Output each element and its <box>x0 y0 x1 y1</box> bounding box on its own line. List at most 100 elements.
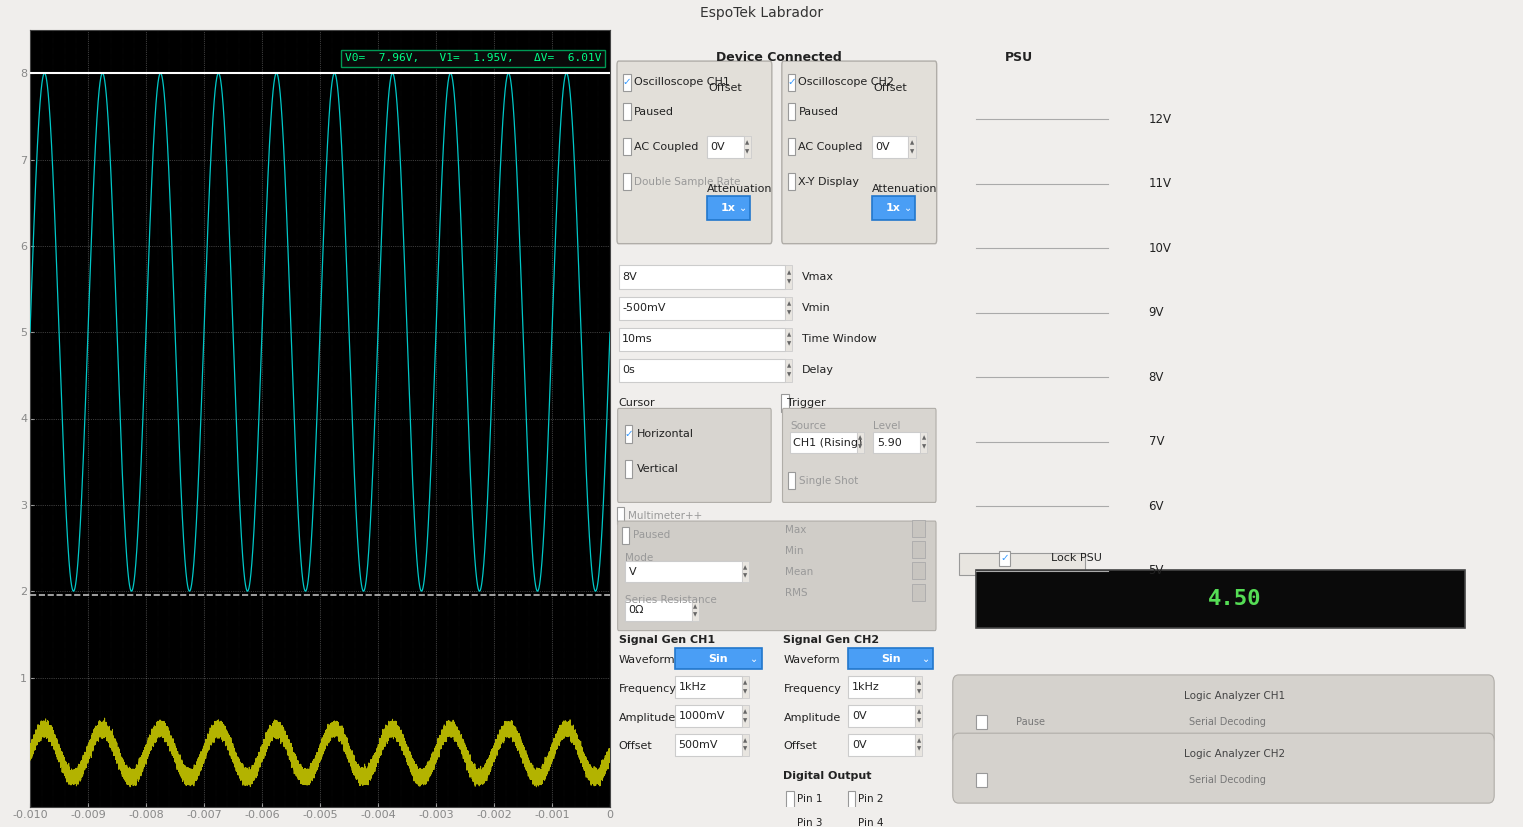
Text: ▲: ▲ <box>917 710 921 715</box>
Text: ▼: ▼ <box>743 689 748 694</box>
Text: Offset: Offset <box>618 741 652 752</box>
Bar <box>912 584 924 601</box>
Text: 1x: 1x <box>720 203 736 213</box>
Bar <box>915 734 923 756</box>
Bar <box>618 265 786 289</box>
Text: 11V: 11V <box>1148 177 1171 190</box>
Text: ▲: ▲ <box>743 710 748 715</box>
Text: Level: Level <box>873 421 902 431</box>
Text: Sin: Sin <box>882 653 900 663</box>
Text: Waveform: Waveform <box>783 655 841 665</box>
Bar <box>915 676 923 698</box>
Text: 1kHz: 1kHz <box>679 682 707 692</box>
Bar <box>786 327 792 351</box>
Text: Paused: Paused <box>634 530 670 540</box>
Text: Pin 1: Pin 1 <box>797 794 822 804</box>
Bar <box>618 359 786 382</box>
Text: Multimeter++: Multimeter++ <box>627 510 702 521</box>
Text: ▼: ▼ <box>917 689 921 694</box>
Text: ✓: ✓ <box>623 77 632 87</box>
Text: Source: Source <box>790 421 825 431</box>
Bar <box>912 520 924 538</box>
Bar <box>623 74 631 91</box>
Text: 8V: 8V <box>1148 370 1164 384</box>
Bar <box>675 648 762 670</box>
Text: Attenuation: Attenuation <box>871 184 937 194</box>
Text: Mean: Mean <box>786 566 813 576</box>
Bar <box>848 734 915 756</box>
Bar <box>976 715 987 729</box>
Bar <box>742 676 749 698</box>
Bar <box>618 327 786 351</box>
Bar <box>786 359 792 382</box>
Text: ▲: ▲ <box>921 436 926 441</box>
Bar <box>623 173 631 190</box>
Bar <box>742 562 749 581</box>
Text: ⌄: ⌄ <box>903 203 912 213</box>
Text: Pin 2: Pin 2 <box>859 794 883 804</box>
Text: Single Shot: Single Shot <box>800 476 859 485</box>
Bar <box>912 562 924 580</box>
Bar <box>786 814 793 827</box>
Text: Pause: Pause <box>1016 716 1045 727</box>
Text: ▼: ▼ <box>917 747 921 752</box>
Text: Cursor: Cursor <box>618 398 655 408</box>
Text: ✓: ✓ <box>1001 553 1008 563</box>
Bar <box>848 814 856 827</box>
Text: 0s: 0s <box>621 366 635 375</box>
Text: Amplitude: Amplitude <box>783 713 841 723</box>
Bar <box>626 562 742 581</box>
Text: ▲: ▲ <box>745 141 749 146</box>
Text: ▼: ▼ <box>745 149 749 154</box>
Text: 10V: 10V <box>1148 241 1171 255</box>
Text: ▲: ▲ <box>693 604 698 609</box>
Text: Trigger: Trigger <box>787 398 825 408</box>
Text: Offset: Offset <box>708 84 742 93</box>
Text: Paused: Paused <box>798 107 839 117</box>
Text: ✓: ✓ <box>787 77 797 87</box>
Text: ⌄: ⌄ <box>751 653 758 663</box>
Text: ▲: ▲ <box>787 270 790 275</box>
Text: ▲: ▲ <box>743 681 748 686</box>
Text: 5V: 5V <box>1148 564 1164 577</box>
Bar <box>871 136 908 158</box>
Bar <box>626 600 691 620</box>
Text: 12V: 12V <box>1148 112 1171 126</box>
Bar <box>786 791 793 808</box>
Text: RMS: RMS <box>786 588 807 598</box>
Bar <box>786 297 792 320</box>
Text: ▲: ▲ <box>909 141 914 146</box>
Bar <box>848 705 915 727</box>
Text: Signal Gen CH2: Signal Gen CH2 <box>783 635 880 645</box>
Text: ▲: ▲ <box>743 738 748 743</box>
FancyBboxPatch shape <box>953 734 1494 803</box>
FancyBboxPatch shape <box>618 521 937 631</box>
Bar <box>999 551 1010 566</box>
Bar <box>789 138 795 155</box>
Text: Vmax: Vmax <box>801 272 833 282</box>
Bar <box>707 195 751 220</box>
Text: Vertical: Vertical <box>637 464 679 474</box>
Bar <box>675 676 742 698</box>
Text: ▼: ▼ <box>743 718 748 723</box>
Text: 0V: 0V <box>851 711 867 721</box>
Bar <box>976 570 1465 629</box>
Text: 6V: 6V <box>1148 500 1164 513</box>
Text: 0Ω: 0Ω <box>629 605 644 615</box>
FancyBboxPatch shape <box>953 675 1494 745</box>
Text: ▼: ▼ <box>787 372 790 377</box>
Text: Serial Decoding: Serial Decoding <box>1189 716 1266 727</box>
Text: 0V: 0V <box>876 142 889 152</box>
Bar <box>912 541 924 558</box>
Text: ✓: ✓ <box>624 429 634 439</box>
Bar <box>848 648 934 670</box>
Text: EspoTek Labrador: EspoTek Labrador <box>701 6 822 20</box>
Text: Serial Decoding: Serial Decoding <box>1189 775 1266 785</box>
Text: V: V <box>629 566 637 576</box>
Text: Device Connected: Device Connected <box>716 50 841 64</box>
Bar <box>976 772 987 786</box>
Text: ▼: ▼ <box>787 280 790 284</box>
Text: ▲: ▲ <box>859 436 862 441</box>
Text: 500mV: 500mV <box>679 740 719 750</box>
Text: Time Window: Time Window <box>801 334 877 344</box>
